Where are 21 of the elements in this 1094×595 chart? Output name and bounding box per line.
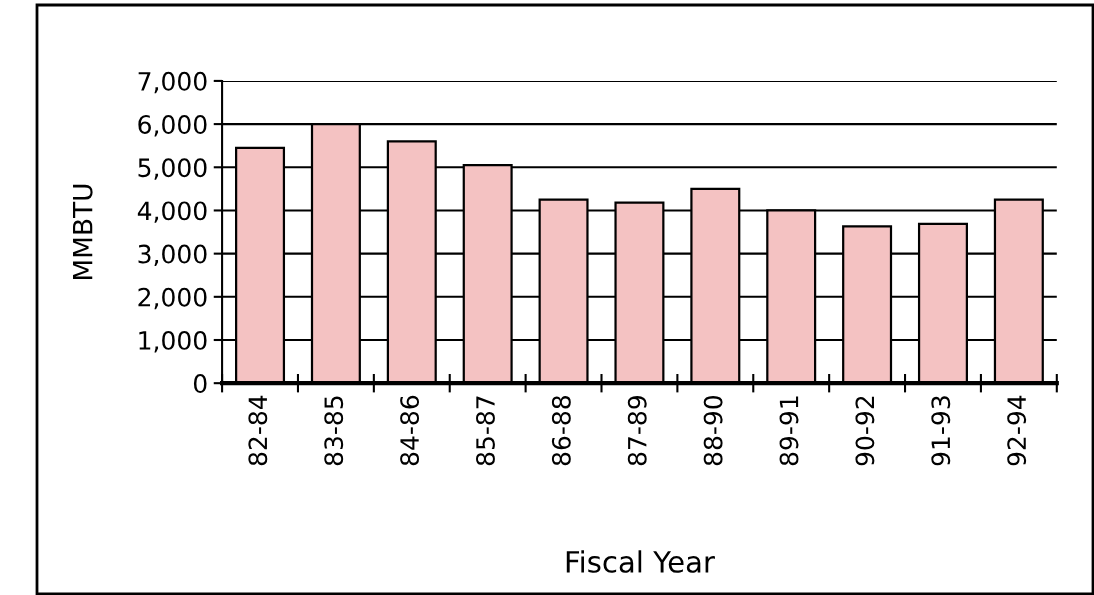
y-tick-label: 1,000: [139, 330, 207, 353]
y-tick-label: 7,000: [138, 71, 207, 94]
y-axis-title: MMBTU: [73, 184, 93, 279]
x-tick-label: 92-94: [1007, 395, 1027, 466]
x-tick-label: 87-89: [627, 396, 647, 466]
x-tick-label: 84-86: [400, 395, 420, 466]
y-tick-label: 3,000: [138, 244, 207, 267]
x-tick-label: 88-90: [703, 395, 723, 466]
x-tick-label: 82-84: [248, 395, 268, 466]
y-tick-label: 4,000: [137, 201, 207, 223]
x-axis-title: Fiscal Year: [566, 550, 715, 573]
y-tick-label: 2,000: [138, 287, 207, 310]
x-tick-label: 89-91: [779, 396, 799, 466]
x-tick-label: 86-88: [551, 396, 571, 466]
x-tick-label: 90-92: [855, 396, 875, 466]
x-tick-label: 85-87: [476, 396, 495, 466]
y-tick-label: 0: [193, 374, 207, 394]
x-tick-label: 83-85: [324, 396, 344, 466]
y-tick-label: 6,000: [138, 115, 207, 137]
y-tick-label: 5,000: [138, 158, 207, 180]
x-tick-label: 91-93: [931, 396, 951, 466]
